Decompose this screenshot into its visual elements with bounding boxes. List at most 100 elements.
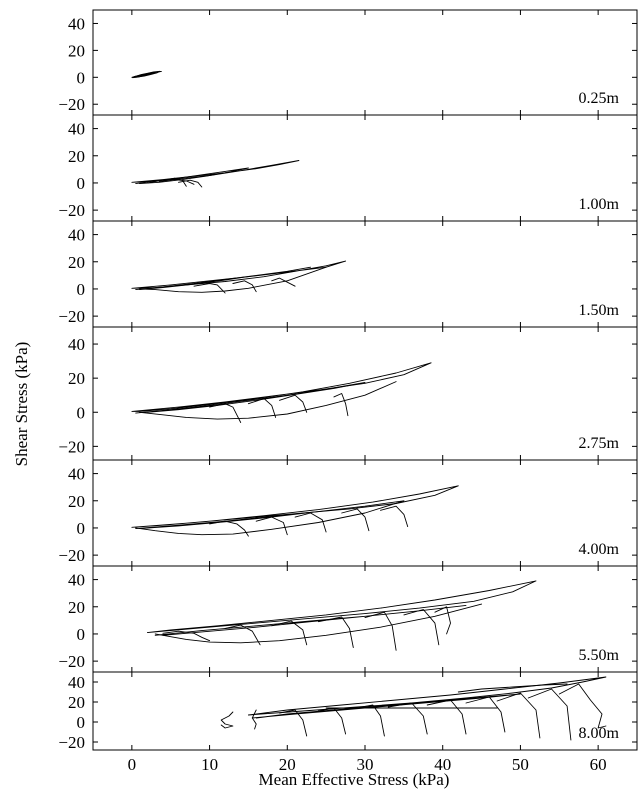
stress-path-7-14	[558, 683, 607, 729]
stress-path-7-11	[465, 696, 506, 733]
stress-path-7-9	[387, 702, 428, 735]
stress-path-6-10	[162, 630, 211, 642]
y-tick-label: 0	[77, 519, 86, 538]
stress-path-6-1	[146, 580, 537, 634]
stress-path-6-4	[224, 624, 261, 646]
y-tick-label: 40	[68, 335, 85, 354]
stress-path-5-1	[131, 485, 459, 528]
stress-path-7-7	[317, 707, 347, 735]
y-tick-label: 0	[77, 280, 86, 299]
stress-path-2-1	[131, 160, 300, 183]
stress-path-5-5	[255, 516, 288, 536]
x-tick-label: 0	[128, 755, 137, 774]
stress-path-7-12	[496, 692, 541, 739]
stress-path-3-2	[135, 266, 312, 291]
stress-path-6-5	[271, 620, 308, 646]
panels: −20020400.25m−20020401.00m−20020401.50m−…	[58, 9, 638, 752]
stress-path-2-3	[146, 177, 187, 187]
depth-label: 2.75m	[579, 435, 620, 452]
x-axis-ticks: 0 10 20 30 40 50 60	[128, 755, 607, 774]
stress-path-2-5	[158, 179, 195, 185]
panel-6: −20 0 20 40 5.50m	[58, 565, 638, 673]
stress-path-7-2	[251, 693, 521, 719]
panel-5: −20 0 20 40 4.00m	[58, 459, 638, 567]
x-tick-label: 20	[279, 755, 296, 774]
y-tick-label: 40	[68, 120, 85, 139]
panel-frame	[92, 220, 638, 328]
y-tick-label: 0	[77, 713, 86, 732]
depth-label: 5.50m	[579, 647, 620, 664]
depth-label: 4.00m	[579, 541, 620, 558]
stress-path-3-3	[139, 266, 327, 293]
stress-path-4-3	[139, 381, 397, 420]
stress-path-2-2	[135, 167, 249, 185]
stress-path-7-4	[220, 711, 234, 729]
stress-path-3-5	[232, 280, 257, 293]
x-tick-label: 40	[434, 755, 451, 774]
panel-4: −20 0 20 40 2.75m	[58, 326, 638, 461]
y-tick-label: 40	[68, 465, 85, 484]
y-tick-label: −20	[58, 652, 85, 671]
depth-label: 8.00m	[579, 725, 620, 742]
stress-path-4-5	[247, 398, 277, 418]
y-tick-label: 20	[68, 598, 85, 617]
stress-path-4-4	[209, 403, 242, 423]
stress-path-6-8	[403, 609, 440, 646]
y-tick-label: 40	[68, 673, 85, 692]
y-tick-label: −20	[58, 95, 85, 114]
stress-path-4-6	[279, 394, 308, 413]
stress-path-2-4	[178, 179, 203, 188]
x-tick-label: 50	[512, 755, 529, 774]
panel-2: −20 0 20 40 1.00m	[58, 114, 638, 222]
y-tick-label: −20	[58, 307, 85, 326]
y-tick-label: −20	[58, 546, 85, 565]
panel-frame	[92, 9, 638, 116]
x-tick-label: 60	[590, 755, 607, 774]
stress-path-7-13	[527, 688, 572, 741]
y-tick-label: 20	[68, 41, 85, 60]
y-tick-label: 40	[68, 571, 85, 590]
y-tick-label: 40	[68, 14, 85, 33]
stress-path-7-10	[426, 699, 467, 735]
x-axis-label: Mean Effective Stress (kPa)	[259, 770, 450, 789]
stress-path-3-1	[131, 260, 347, 289]
stress-path-7-15	[457, 683, 568, 693]
panel-frame	[92, 326, 638, 461]
stress-path-6-3	[154, 603, 483, 644]
stress-path-3-4	[193, 283, 226, 294]
stress-path-5-8	[380, 505, 409, 528]
stress-path-6-2	[154, 604, 467, 636]
stress-path-5-3	[135, 500, 405, 536]
depth-label: 1.00m	[579, 196, 620, 213]
stress-path-6-6	[317, 616, 354, 648]
y-tick-label: 20	[68, 253, 85, 272]
stress-path-5-6	[294, 512, 327, 533]
y-tick-label: −20	[58, 733, 85, 752]
y-tick-label: 0	[77, 68, 86, 87]
stress-path-5-7	[341, 508, 370, 532]
x-tick-label: 10	[201, 755, 218, 774]
y-tick-label: −20	[58, 437, 85, 456]
y-tick-label: 0	[77, 625, 86, 644]
y-axis-label: Shear Stress (kPa)	[12, 342, 31, 467]
panel-frame	[92, 114, 638, 222]
y-tick-label: 20	[68, 492, 85, 511]
stress-path-6-7	[364, 611, 397, 651]
stress-path-5-4	[209, 520, 249, 537]
depth-label: 1.50m	[579, 302, 620, 319]
stress-path-1-3	[132, 72, 156, 79]
y-tick-label: 20	[68, 147, 85, 166]
depth-label: 0.25m	[579, 90, 620, 107]
y-tick-label: −20	[58, 201, 85, 220]
panel-1: −20 0 20 40 0.25m	[58, 9, 638, 116]
stress-path-7-1	[247, 676, 607, 716]
y-tick-label: 40	[68, 226, 85, 245]
stress-path-7-6	[279, 709, 308, 737]
stress-path-3-6	[271, 277, 296, 287]
stress-path-1-2	[133, 70, 162, 78]
x-tick-label: 30	[357, 755, 374, 774]
stress-path-7-8	[356, 704, 385, 737]
panel-3: −20 0 20 40 1.50m	[58, 220, 638, 328]
